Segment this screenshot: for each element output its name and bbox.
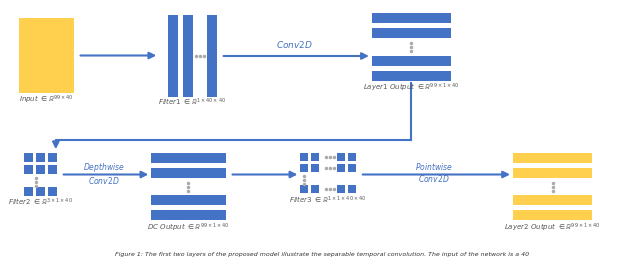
Bar [48,153,57,162]
Bar [24,153,33,162]
Text: $\it{Conv2D}$: $\it{Conv2D}$ [276,39,313,50]
Bar [300,185,308,193]
Bar [311,185,319,193]
Bar [372,71,451,81]
Text: $\it{Filter1}$ $\in \mathbb{R}^{1\times40\times40}$: $\it{Filter1}$ $\in \mathbb{R}^{1\times4… [159,97,227,109]
Bar [183,15,193,97]
Bar [348,164,356,172]
Bar [372,13,451,23]
Bar [24,187,33,196]
Text: Figure 1: The first two layers of the proposed model illustrate the separable te: Figure 1: The first two layers of the pr… [115,252,529,257]
Bar [372,28,451,38]
Bar [36,165,45,174]
Bar [348,185,356,193]
Text: $\it{Layer1\ Output}$ $\in \mathbb{R}^{99\times1\times40}$: $\it{Layer1\ Output}$ $\in \mathbb{R}^{9… [364,81,460,94]
Text: $\it{DC\ Output}$ $\in \mathbb{R}^{99\times1\times40}$: $\it{DC\ Output}$ $\in \mathbb{R}^{99\ti… [147,221,230,234]
Bar [168,15,178,97]
Text: $\it{Depthwise}$
$\it{Conv2D}$: $\it{Depthwise}$ $\it{Conv2D}$ [83,160,125,186]
Text: $\it{Filter2}$ $\in \mathbb{R}^{3\times1\times40}$: $\it{Filter2}$ $\in \mathbb{R}^{3\times1… [8,197,73,209]
Bar [151,168,226,178]
Bar [337,153,345,161]
Bar [36,153,45,162]
Bar [19,18,74,93]
Bar [48,165,57,174]
Bar [337,164,345,172]
Bar [337,185,345,193]
Bar [151,210,226,220]
Bar [311,164,319,172]
Bar [151,153,226,163]
Text: $\it{Input}$ $\in \mathbb{R}^{99\times40}$: $\it{Input}$ $\in \mathbb{R}^{99\times40… [19,93,74,105]
Text: $\it{Pointwise}$
$\it{Conv2D}$: $\it{Pointwise}$ $\it{Conv2D}$ [415,160,453,184]
Bar [24,165,33,174]
Bar [36,187,45,196]
Bar [300,153,308,161]
Bar [372,56,451,66]
Bar [300,164,308,172]
Bar [48,187,57,196]
Bar [207,15,217,97]
Text: $\it{Filter3}$ $\in \mathbb{R}^{1\times1\times40\times40}$: $\it{Filter3}$ $\in \mathbb{R}^{1\times1… [289,194,367,205]
Text: $\it{Layer2\ Output}$ $\in \mathbb{R}^{99\times1\times40}$: $\it{Layer2\ Output}$ $\in \mathbb{R}^{9… [504,221,601,234]
Bar [311,153,319,161]
Bar [151,195,226,205]
Bar [513,153,592,163]
Bar [513,168,592,178]
Bar [513,210,592,220]
Bar [513,195,592,205]
Bar [348,153,356,161]
